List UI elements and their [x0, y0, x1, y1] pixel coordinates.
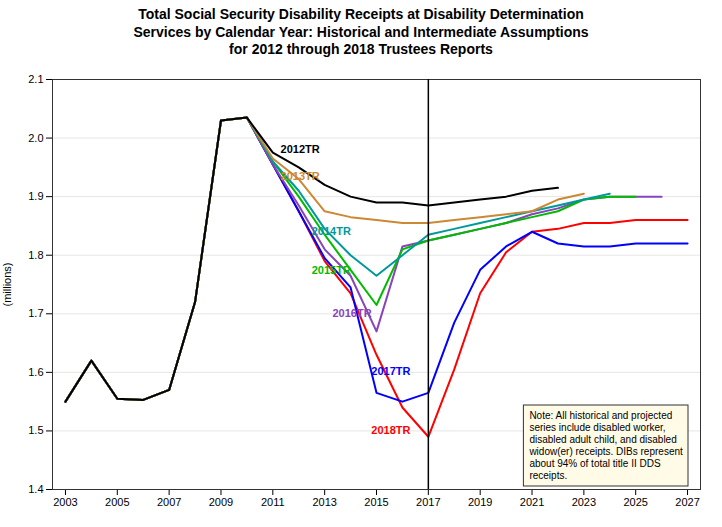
svg-text:2023: 2023	[572, 496, 596, 508]
svg-text:1.9: 1.9	[28, 190, 43, 202]
svg-text:2013TR: 2013TR	[281, 170, 320, 182]
svg-text:2017TR: 2017TR	[371, 365, 410, 377]
svg-text:2.0: 2.0	[28, 131, 43, 143]
svg-text:2007: 2007	[157, 496, 181, 508]
svg-text:2005: 2005	[105, 496, 129, 508]
svg-text:2015: 2015	[364, 496, 388, 508]
svg-text:2021: 2021	[520, 496, 544, 508]
svg-text:2027: 2027	[675, 496, 699, 508]
svg-text:2016TR: 2016TR	[332, 306, 371, 318]
svg-text:1.5: 1.5	[28, 424, 43, 436]
svg-text:1.4: 1.4	[28, 483, 43, 495]
svg-text:1.8: 1.8	[28, 248, 43, 260]
svg-text:Note: All historical and proje: Note: All historical and projectedseries…	[528, 410, 683, 481]
svg-text:2018TR: 2018TR	[371, 423, 410, 435]
svg-text:2012TR: 2012TR	[281, 142, 320, 154]
svg-text:2015TR: 2015TR	[312, 263, 351, 275]
svg-text:2019: 2019	[468, 496, 492, 508]
svg-text:2.1: 2.1	[28, 73, 43, 85]
svg-text:1.6: 1.6	[28, 365, 43, 377]
svg-text:2003: 2003	[53, 496, 77, 508]
html-text:Total Social Security Disabili: Total Social Security Disability Receipt…	[133, 6, 589, 57]
svg-text:(millions): (millions)	[1, 262, 13, 306]
svg-text:2014TR: 2014TR	[312, 224, 351, 236]
svg-text:2011: 2011	[261, 496, 285, 508]
svg-text:2009: 2009	[209, 496, 233, 508]
svg-text:2025: 2025	[623, 496, 647, 508]
svg-text:1.7: 1.7	[28, 307, 43, 319]
svg-text:2013: 2013	[312, 496, 336, 508]
svg-text:2017: 2017	[416, 496, 440, 508]
